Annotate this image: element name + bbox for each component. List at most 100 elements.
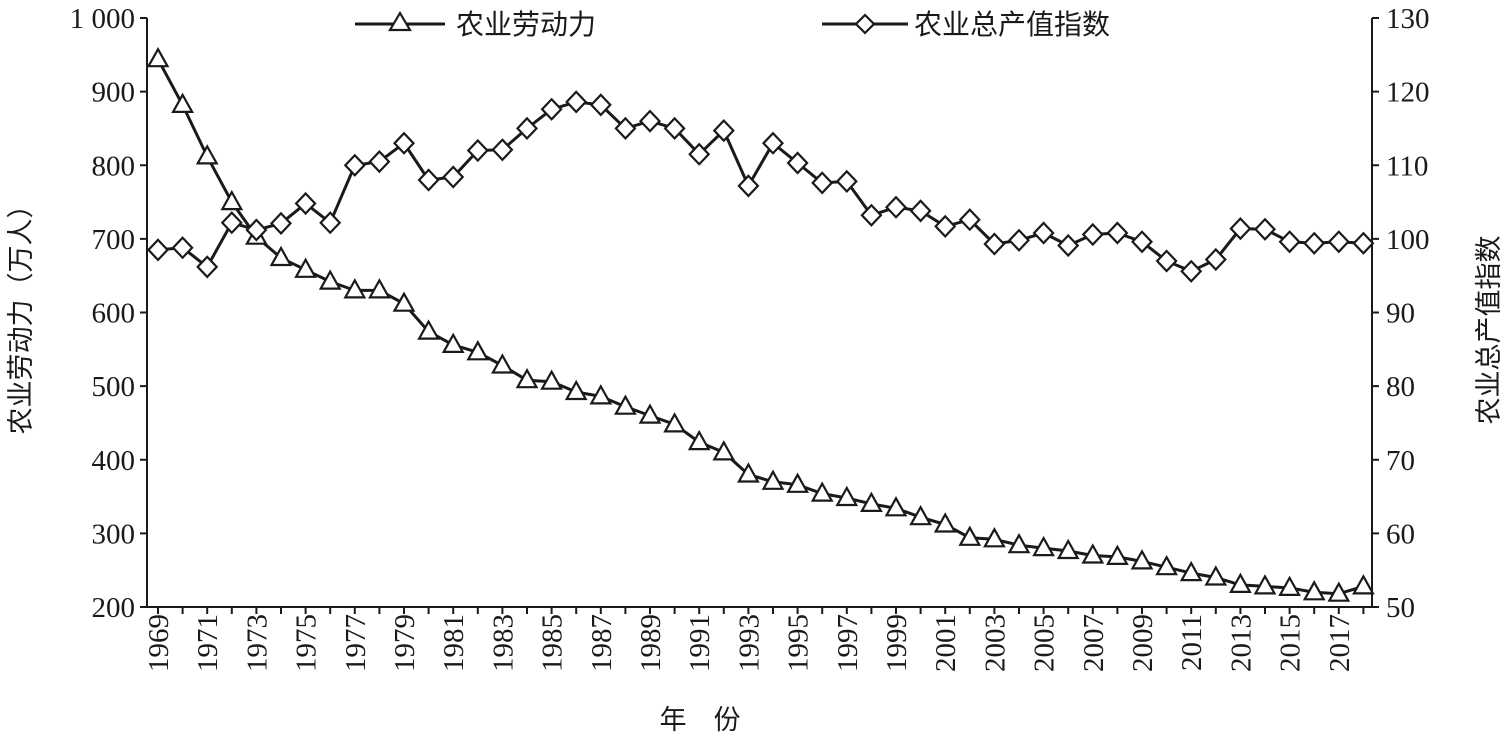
x-tick-label: 2011 [1176,614,1208,671]
y-axis-left-title: 农业劳动力（万人） [6,192,37,435]
output-index-point [392,131,416,155]
labor-point [1106,544,1129,566]
series-labor [146,46,1375,602]
output-index-point [958,208,981,232]
output-index-point [909,199,932,223]
labor-point [1278,575,1301,597]
y-left-tick-label: 300 [92,518,136,550]
output-index-point [1155,249,1178,273]
y-right-tick-label: 110 [1386,150,1428,182]
labor-point [1056,538,1080,560]
labor-point [737,462,760,483]
legend-label-labor: 农业劳动力 [456,8,596,41]
x-tick-label: 2001 [930,614,962,672]
y-left-tick-label: 400 [92,445,136,477]
output-index-point [638,109,662,133]
output-index-point [1081,222,1104,247]
y-right-tick-label: 70 [1386,445,1415,477]
output-index-point [737,174,760,198]
labor-point [318,269,342,290]
y-right-tick-label: 60 [1386,518,1415,550]
labor-point [466,340,490,361]
x-tick-label: 1989 [635,614,667,672]
x-tick-label: 1979 [389,614,421,672]
x-tick-label: 2007 [1078,614,1110,672]
output-index-point [565,90,588,114]
output-index-point [860,203,883,227]
labor-point [417,319,440,340]
output-index-point [983,232,1006,256]
output-index-point [786,151,809,175]
output-index-point [663,116,686,140]
labor-point [983,527,1006,548]
labor-point [860,491,883,512]
output-index-point [220,211,243,235]
x-tick-label: 1981 [438,614,470,672]
labor-point [220,189,244,211]
output-index-point [368,150,391,174]
y-left-tick-label: 900 [92,77,136,109]
output-index-point [269,211,293,235]
output-index-point [934,214,957,238]
output-index-point [712,119,735,143]
y-right-tick-label: 100 [1386,224,1430,256]
labor-point [1327,581,1351,602]
labor-point [1302,580,1326,601]
x-tick-label: 2017 [1324,614,1356,672]
x-tick-label: 1977 [340,614,372,672]
legend: 农业劳动力 农业总产值指数 [355,8,1110,41]
x-tick-label: 1971 [192,614,224,672]
x-tick-label: 1995 [783,614,815,672]
series-output-index [146,90,1375,283]
labor-point [392,291,416,312]
labor-point [1179,560,1203,582]
output-index-point [319,211,342,235]
labor-point [614,394,637,415]
x-tick-label: 1987 [586,614,618,672]
output-index-point [343,153,366,177]
labor-point [687,429,711,451]
output-index-point [835,169,858,193]
labor-point [786,472,809,493]
x-tick-label: 1969 [143,614,175,672]
y-axis-left-ticks: 200 300 400 500 600 700 800 900 1 000 [70,3,147,624]
output-index-point [1057,233,1080,258]
labor-point [491,353,514,374]
output-index-point [1278,230,1301,254]
labor-point [343,278,367,299]
series-line [156,58,1364,596]
x-tick-label: 1985 [537,614,569,672]
labor-point [1155,554,1178,576]
labor-point [1081,543,1105,564]
labor-point [1253,574,1277,595]
labor-point [1204,565,1228,586]
y-right-tick-label: 80 [1386,371,1415,403]
output-index-point [171,236,194,260]
output-index-point [1253,217,1277,241]
labor-point [589,384,613,405]
y-left-tick-label: 1 000 [70,3,135,35]
labor-point [564,379,588,401]
y-left-tick-label: 600 [92,298,136,330]
x-axis-title: 年 份 [660,705,741,734]
output-index-point [1327,230,1350,254]
y-right-tick-label: 50 [1386,592,1415,624]
output-index-point [245,218,268,242]
output-index-point [1352,231,1375,255]
output-index-point [442,165,465,189]
output-index-point [1106,221,1129,245]
labor-point [146,46,170,68]
y-left-tick-label: 800 [92,150,136,182]
output-index-point [688,142,711,166]
labor-point [294,257,317,278]
labor-point [810,481,834,502]
legend-item-labor: 农业劳动力 [355,8,596,41]
output-index-point [466,138,489,163]
labor-point [909,504,932,526]
x-tick-label: 1975 [291,614,323,672]
output-index-point [146,238,170,262]
labor-point [1007,532,1031,554]
x-tick-label: 1993 [733,614,765,672]
labor-point [638,403,662,424]
